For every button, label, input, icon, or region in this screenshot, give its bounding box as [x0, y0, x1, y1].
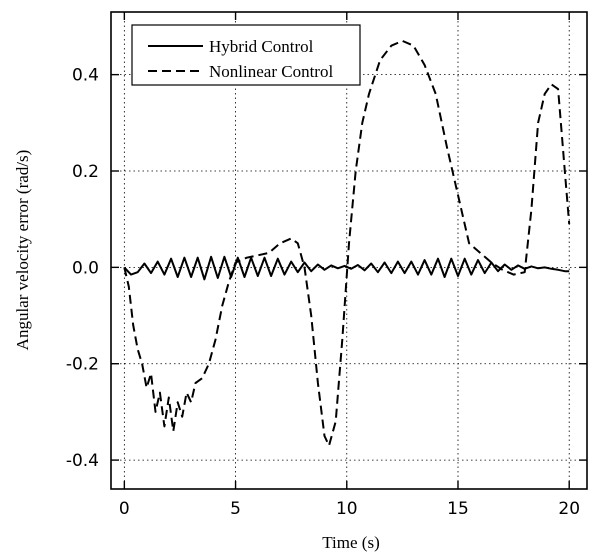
x-tick-label: 0 [119, 499, 130, 519]
plot-frame [110, 11, 588, 490]
y-axis-title: Angular velocity error (rad/s) [13, 150, 32, 351]
y-tick-label: 0.4 [72, 66, 99, 86]
y-tick-label: 0.2 [72, 162, 99, 182]
axis-ticks: 0 5 10 15 20 -0.4 -0.2 0.0 0.2 0.4 [66, 12, 587, 519]
legend-label-nonlinear: Nonlinear Control [209, 62, 333, 81]
x-tick-label: 15 [447, 499, 469, 519]
y-tick-label: -0.2 [66, 355, 99, 375]
series-line-nonlinear [123, 39, 571, 447]
x-tick-label: 20 [558, 499, 580, 519]
y-tick-label: -0.4 [66, 451, 99, 471]
series-line-hybrid [123, 255, 570, 281]
x-tick-label: 10 [336, 499, 358, 519]
x-axis-title: Time (s) [322, 533, 379, 552]
legend-label-hybrid: Hybrid Control [209, 37, 314, 56]
x-tick-label: 5 [230, 499, 241, 519]
series-layer [123, 39, 571, 447]
legend-box [131, 24, 361, 86]
y-tick-label: 0.0 [72, 258, 99, 278]
legend: Hybrid Control Nonlinear Control [131, 24, 361, 86]
